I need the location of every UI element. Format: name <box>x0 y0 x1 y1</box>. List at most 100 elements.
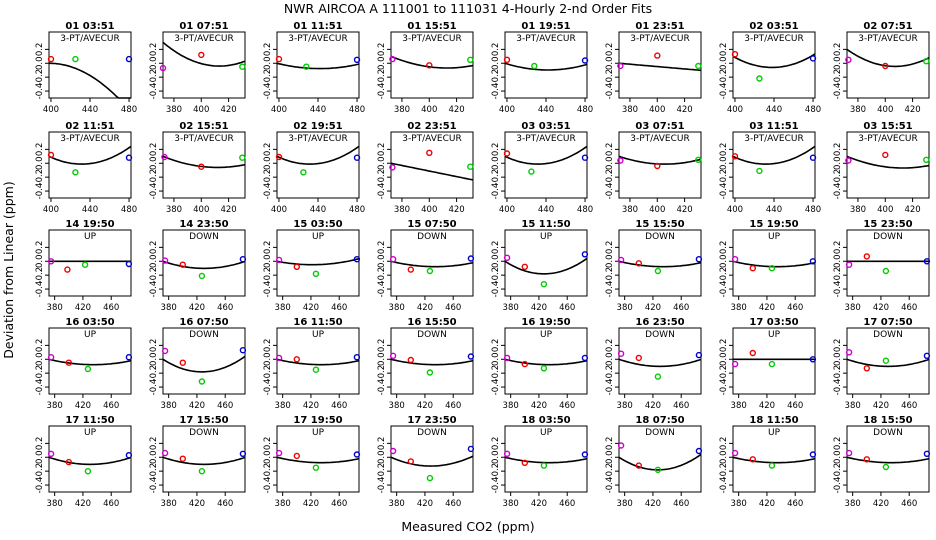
panel-frame <box>846 31 930 99</box>
x-tick-label: 400 <box>877 205 893 215</box>
fit-curve <box>162 260 246 270</box>
data-point <box>125 154 133 161</box>
panel-frame <box>390 425 474 493</box>
y-tick-label: 0.0 <box>719 56 729 70</box>
y-tick-label: 0.2 <box>719 43 729 57</box>
data-point <box>312 366 320 373</box>
x-tick-label: 420 <box>904 105 920 115</box>
data-point <box>198 51 205 59</box>
panel-subtitle: 3-PT/AVECUR <box>288 34 347 44</box>
x-tick-label: 380 <box>394 205 410 215</box>
data-point <box>353 256 361 263</box>
panel-9: 02 11:51 3-PT/AVECUR 0.20.0-0.2-0.4 400 440 4… <box>35 121 137 215</box>
y-tick-label: 0.0 <box>149 254 159 268</box>
panel-subtitle: 3-PT/AVECUR <box>174 134 233 144</box>
y-tick-label: 0.0 <box>149 352 159 366</box>
panel-title: 18 15:50 <box>863 415 912 426</box>
x-tick-label: 460 <box>787 303 803 313</box>
panel-subtitle: DOWN <box>417 428 447 438</box>
panel-title: 01 11:51 <box>293 21 342 32</box>
x-tick-label: 460 <box>217 401 233 411</box>
y-tick-label: 0.0 <box>377 352 387 366</box>
data-point <box>426 369 434 376</box>
data-point <box>768 462 776 469</box>
y-tick-label: -0.2 <box>377 463 387 480</box>
panel-subtitle: UP <box>540 232 553 242</box>
panel-title: 16 15:50 <box>407 317 456 328</box>
data-point <box>882 463 890 471</box>
x-tick-label: 420 <box>448 205 464 215</box>
panel-title: 01 23:51 <box>635 21 684 32</box>
y-tick-label: -0.2 <box>605 365 615 382</box>
data-point <box>749 349 756 357</box>
data-point <box>293 452 300 460</box>
fit-curve <box>732 145 816 165</box>
data-point <box>756 167 763 175</box>
y-tick-label: -0.4 <box>35 477 45 494</box>
x-tick-label: 380 <box>622 105 638 115</box>
y-tick-label: 0.0 <box>605 352 615 366</box>
panel-title: 17 15:50 <box>179 415 228 426</box>
data-point <box>768 265 776 272</box>
data-point <box>768 360 776 368</box>
x-tick-label: 380 <box>275 499 291 509</box>
x-tick-label: 400 <box>271 205 287 215</box>
x-tick-label: 380 <box>47 303 63 313</box>
data-point <box>161 449 169 457</box>
data-point <box>84 365 92 373</box>
fit-curve <box>48 145 132 165</box>
x-tick-label: 480 <box>805 105 821 115</box>
y-tick-label: 0.0 <box>35 254 45 268</box>
x-tick-label: 440 <box>310 105 326 115</box>
data-point <box>731 360 739 368</box>
panel-title: 02 23:51 <box>407 121 456 132</box>
data-point <box>467 163 474 170</box>
data-point <box>845 261 853 268</box>
y-tick-label: -0.2 <box>35 169 45 186</box>
panel-subtitle: 3-PT/AVECUR <box>516 34 575 44</box>
x-tick-label: 420 <box>676 205 692 215</box>
y-tick-label: -0.2 <box>719 69 729 86</box>
y-tick-label: -0.2 <box>149 169 159 186</box>
data-point <box>467 353 475 360</box>
y-tick-label: -0.4 <box>833 477 843 494</box>
panel-frame <box>618 425 702 493</box>
panel-3: 01 11:51 3-PT/AVECUR 0.20.0-0.2-0.4 400 440 4… <box>263 21 365 115</box>
y-tick-label: 0.2 <box>605 241 615 255</box>
y-tick-label: -0.4 <box>833 379 843 396</box>
panel-subtitle: 3-PT/AVECUR <box>60 134 119 144</box>
fit-curve <box>390 455 474 467</box>
y-tick-label: 0.0 <box>35 352 45 366</box>
x-tick-label: 420 <box>448 105 464 115</box>
fit-curve <box>504 145 588 165</box>
panel-subtitle: DOWN <box>873 232 903 242</box>
x-tick-label: 380 <box>850 105 866 115</box>
panel-title: 16 19:50 <box>521 317 570 328</box>
fit-curve <box>504 456 588 464</box>
panel-subtitle: 3-PT/AVECUR <box>288 134 347 144</box>
panel-subtitle: 3-PT/AVECUR <box>858 134 917 144</box>
panel-title: 15 23:50 <box>863 219 912 230</box>
data-point <box>503 254 511 261</box>
data-point <box>617 256 625 264</box>
y-tick-label: 0.2 <box>377 241 387 255</box>
fit-curve <box>846 48 930 68</box>
x-tick-label: 380 <box>166 205 182 215</box>
x-tick-label: 380 <box>845 401 861 411</box>
y-tick-label: -0.4 <box>605 83 615 100</box>
y-tick-label: -0.2 <box>491 365 501 382</box>
x-tick-label: 420 <box>645 303 661 313</box>
y-tick-label: -0.4 <box>35 83 45 100</box>
y-tick-label: -0.4 <box>377 281 387 298</box>
x-tick-label: 380 <box>275 303 291 313</box>
y-tick-label: -0.2 <box>149 463 159 480</box>
y-tick-label: 0.0 <box>833 56 843 70</box>
y-tick-label: -0.2 <box>833 365 843 382</box>
